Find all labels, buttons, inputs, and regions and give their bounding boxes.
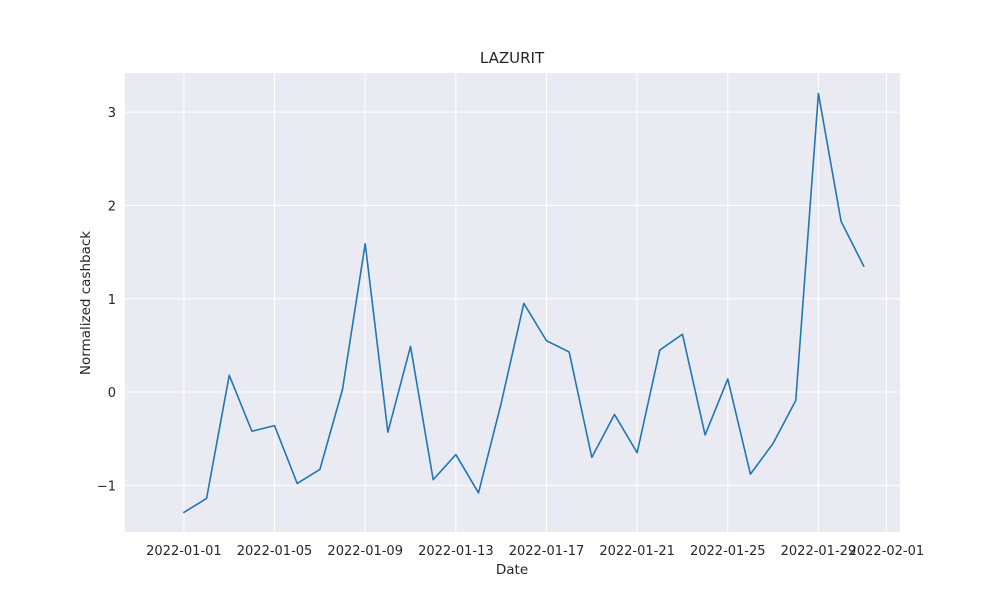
series-line [183,92,865,514]
chart-title: LAZURIT [480,49,545,67]
y-tick-label: 3 [108,106,116,121]
x-tick-label: 2022-01-01 [146,544,222,559]
x-tick-label: 2022-01-05 [237,544,313,559]
gridlines [125,73,900,532]
x-tick-label: 2022-01-17 [509,544,585,559]
x-axis-title: Date [496,562,528,578]
y-tick-label: 2 [108,199,116,214]
x-tick-label: 2022-01-25 [690,544,766,559]
y-tick-labels: −1 0 1 2 3 [97,106,116,494]
x-tick-label: 2022-01-29 [781,544,857,559]
x-tick-labels: 2022-01-01 2022-01-05 2022-01-09 2022-01-13… [146,544,924,559]
x-tick-label: 2022-01-13 [418,544,494,559]
x-tick-label: 2022-01-09 [327,544,403,559]
y-tick-label: 0 [108,386,116,401]
x-tick-label: 2022-02-01 [849,544,925,559]
x-tick-label: 2022-01-21 [599,544,675,559]
y-tick-label: 1 [108,293,116,308]
plot-area [125,73,900,532]
y-axis-title: Normalized cashback [78,231,94,375]
y-tick-label: −1 [97,479,116,494]
